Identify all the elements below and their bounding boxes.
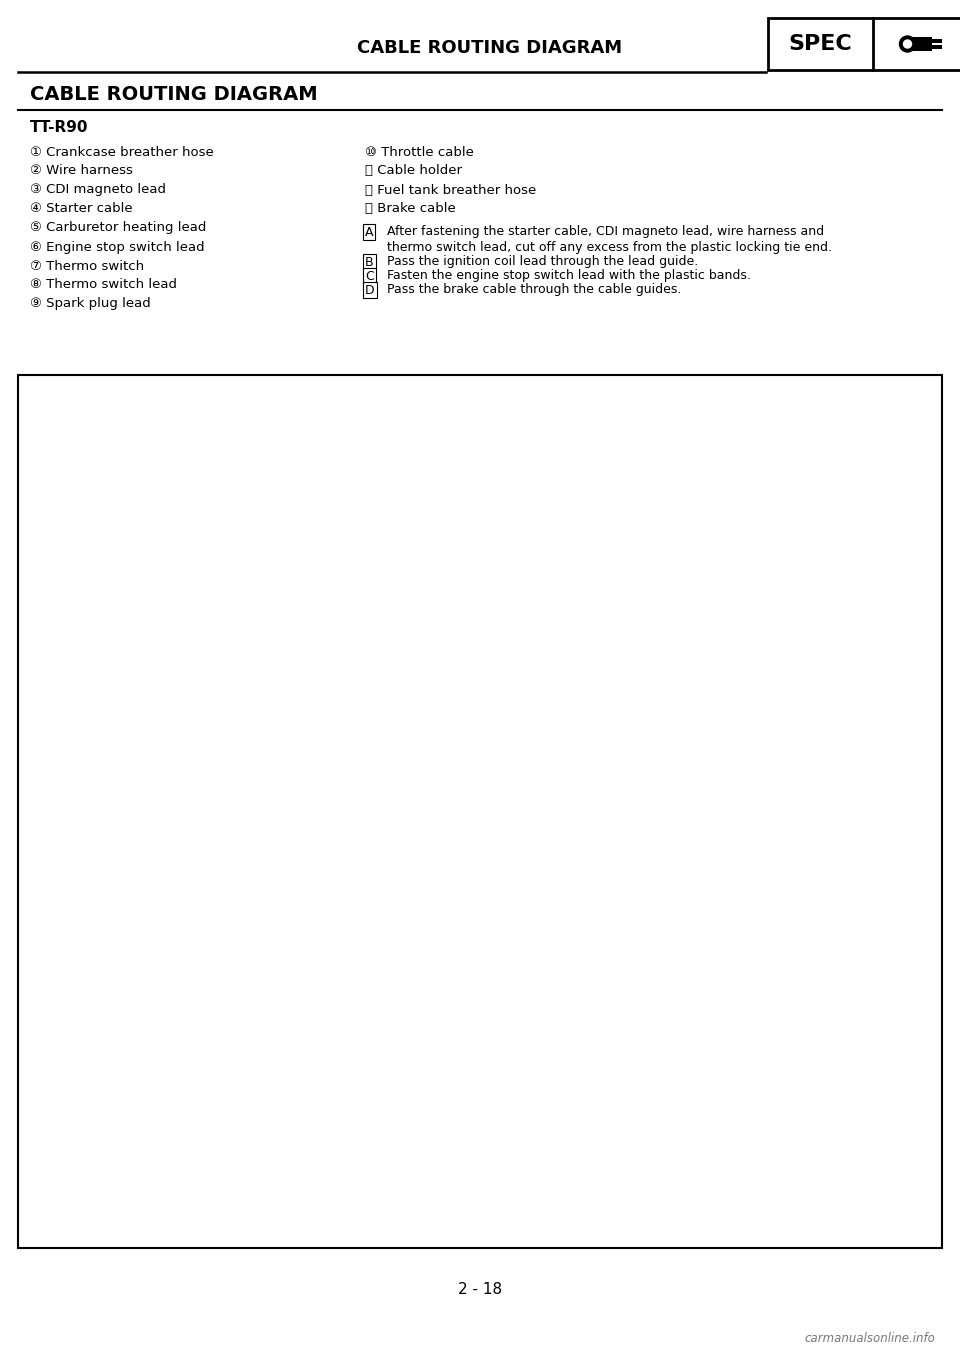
Text: ④ Starter cable: ④ Starter cable [30, 202, 132, 216]
Text: ⑥ Engine stop switch lead: ⑥ Engine stop switch lead [30, 240, 204, 254]
Text: carmanualsonline.info: carmanualsonline.info [804, 1331, 935, 1344]
Text: ① Crankcase breather hose: ① Crankcase breather hose [30, 145, 214, 159]
Text: TT-R90: TT-R90 [30, 121, 88, 136]
Bar [18, 375, 942, 1248]
Bar [911, 37, 931, 52]
Bar [768, 18, 960, 71]
Text: ② Wire harness: ② Wire harness [30, 164, 132, 178]
Circle shape [900, 37, 916, 52]
Text: ⑫ Fuel tank breather hose: ⑫ Fuel tank breather hose [365, 183, 537, 197]
Text: Fasten the engine stop switch lead with the plastic bands.: Fasten the engine stop switch lead with … [383, 269, 751, 282]
Text: ⑤ Carburetor heating lead: ⑤ Carburetor heating lead [30, 221, 206, 235]
Text: CABLE ROUTING DIAGRAM: CABLE ROUTING DIAGRAM [357, 39, 623, 57]
Text: Pass the ignition coil lead through the lead guide.: Pass the ignition coil lead through the … [383, 255, 698, 269]
Text: ⑬ Brake cable: ⑬ Brake cable [365, 202, 456, 216]
Text: SPEC: SPEC [788, 34, 852, 54]
Text: ③ CDI magneto lead: ③ CDI magneto lead [30, 183, 166, 197]
Bar [931, 45, 942, 49]
Text: B: B [365, 255, 373, 269]
Bar [931, 39, 942, 43]
Text: A: A [365, 225, 373, 239]
Text: ⑦ Thermo switch: ⑦ Thermo switch [30, 259, 144, 273]
Text: CABLE ROUTING DIAGRAM: CABLE ROUTING DIAGRAM [30, 86, 318, 105]
Text: C: C [365, 269, 373, 282]
Text: ⑪ Cable holder: ⑪ Cable holder [365, 164, 462, 178]
Text: D: D [365, 284, 374, 296]
Text: After fastening the starter cable, CDI magneto lead, wire harness and: After fastening the starter cable, CDI m… [383, 225, 824, 239]
Text: ⑧ Thermo switch lead: ⑧ Thermo switch lead [30, 278, 177, 292]
Text: 2 - 18: 2 - 18 [458, 1282, 502, 1297]
Text: ⑩ Throttle cable: ⑩ Throttle cable [365, 145, 474, 159]
Circle shape [903, 39, 911, 48]
Text: thermo switch lead, cut off any excess from the plastic locking tie end.: thermo switch lead, cut off any excess f… [383, 242, 832, 254]
Text: ⑨ Spark plug lead: ⑨ Spark plug lead [30, 297, 151, 311]
Text: Pass the brake cable through the cable guides.: Pass the brake cable through the cable g… [383, 284, 682, 296]
